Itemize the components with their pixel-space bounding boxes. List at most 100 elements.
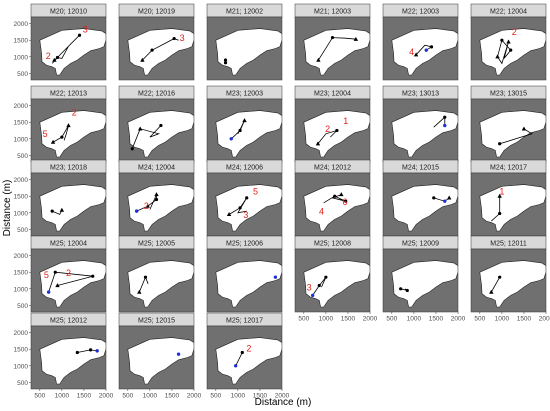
water-body: [215, 110, 282, 158]
x-tick-label: 2000: [539, 316, 550, 323]
track-point: [443, 115, 447, 119]
point-label: 3: [180, 33, 185, 43]
y-tick-label: 1500: [14, 270, 29, 277]
x-tick-label: 1000: [231, 393, 246, 400]
end-point: [134, 209, 139, 213]
track-marker-triangle: [506, 39, 511, 44]
facet-title: M24; 12012: [314, 165, 351, 172]
track-marker-triangle: [413, 52, 419, 57]
track-line: [415, 44, 433, 56]
x-tick-label: 1000: [55, 393, 70, 400]
track-point: [240, 350, 244, 355]
x-tick-label: 500: [210, 393, 221, 400]
track-point: [498, 142, 502, 146]
track-marker-triangle: [137, 126, 143, 131]
facet-title: M22; 12003: [402, 9, 439, 16]
point-label: 3: [243, 210, 248, 220]
facet-panel: M22; 12016: [118, 85, 195, 163]
facet-title: M20; 12010: [50, 9, 87, 16]
water-body: [127, 337, 194, 385]
facet-panel: M20; 12019 3: [118, 3, 195, 81]
track-point: [60, 135, 64, 139]
facet-title: M24; 12015: [402, 165, 439, 172]
facet-panel: M20; 12010 2 3: [30, 3, 107, 81]
y-tick-label: 1500: [14, 38, 29, 45]
point-label: 2: [144, 201, 149, 211]
track-line: [499, 128, 533, 145]
track-marker-triangle: [353, 36, 359, 41]
point-label: 4: [409, 47, 414, 57]
y-tick-label: 500: [17, 380, 28, 387]
facet-panel: M23; 13013: [382, 85, 459, 163]
track-line: [490, 277, 501, 293]
x-tick-label: 2000: [363, 316, 378, 323]
end-point: [176, 352, 181, 356]
facet-title: M25; 12005: [138, 241, 175, 248]
track-line: [312, 276, 327, 296]
facet-title: M21; 12002: [226, 9, 263, 16]
facet-panel: M25; 12009: [382, 235, 459, 313]
facet-panel: M21; 12003: [294, 3, 371, 81]
facet-title: M23; 13015: [490, 91, 527, 98]
x-tick-label: 500: [122, 393, 133, 400]
track-point: [509, 48, 513, 52]
track-marker-triangle: [137, 289, 142, 294]
facet-title: M25; 12012: [50, 318, 87, 325]
track-point: [91, 274, 95, 278]
water-body: [391, 260, 458, 308]
track-point: [498, 275, 502, 279]
track-point: [500, 38, 504, 42]
facet-panel: M24; 12015: [382, 159, 459, 237]
facet-title: M20; 12019: [138, 9, 175, 16]
track-line: [142, 38, 179, 61]
track-point: [405, 288, 409, 293]
facet-panel: M25; 12015: [118, 312, 195, 390]
end-point: [310, 293, 315, 298]
x-tick-label: 2000: [99, 393, 114, 400]
point-label: 2: [46, 51, 51, 61]
x-tick-label: 500: [474, 316, 485, 323]
x-tick-label: 1500: [429, 316, 444, 323]
y-tick-label: 1000: [14, 136, 29, 143]
track-marker-triangle: [339, 192, 344, 197]
x-axis-label: Distance (m): [255, 397, 312, 408]
x-tick-label: 1000: [143, 393, 158, 400]
y-tick-label: 1500: [14, 347, 29, 354]
track-point: [75, 350, 79, 355]
point-label: 2: [512, 27, 517, 37]
track-point: [88, 348, 93, 352]
track-point: [143, 275, 148, 279]
track-point: [238, 128, 242, 133]
end-point: [233, 364, 238, 368]
x-tick-label: 500: [386, 316, 397, 323]
track-marker-triangle: [66, 123, 71, 128]
x-tick-label: 1500: [517, 316, 532, 323]
end-point: [46, 290, 51, 294]
track-marker-triangle: [140, 57, 145, 62]
y-tick-label: 2000: [14, 21, 29, 28]
track-line: [235, 352, 243, 366]
water-body: [479, 260, 546, 308]
facet-panel: M23; 12004 2 1: [294, 85, 371, 163]
facet-title: M22; 12004: [490, 9, 527, 16]
x-tick-label: 1000: [407, 316, 422, 323]
water-body: [303, 28, 370, 76]
y-tick-label: 1000: [14, 363, 29, 370]
facet-panels: M20; 12010 2 3 M20; 12019 3 M21; 12002 M21; 12…: [30, 3, 547, 390]
track-point: [317, 283, 321, 288]
water-body: [215, 28, 282, 76]
track-marker-triangle: [55, 283, 60, 288]
y-tick-label: 500: [17, 71, 28, 78]
end-point: [424, 48, 428, 52]
facet-panel: M25; 12008 3: [294, 235, 371, 313]
point-label: 1: [499, 187, 504, 197]
facet-panel: M25; 12005: [118, 235, 195, 313]
track-marker-triangle: [316, 57, 321, 62]
y-tick-label: 2000: [14, 177, 29, 184]
end-point: [95, 349, 99, 353]
track-marker-triangle: [242, 118, 247, 123]
water-body: [303, 184, 370, 232]
track-point: [154, 197, 159, 202]
track-line: [317, 130, 338, 145]
water-body: [127, 110, 194, 158]
